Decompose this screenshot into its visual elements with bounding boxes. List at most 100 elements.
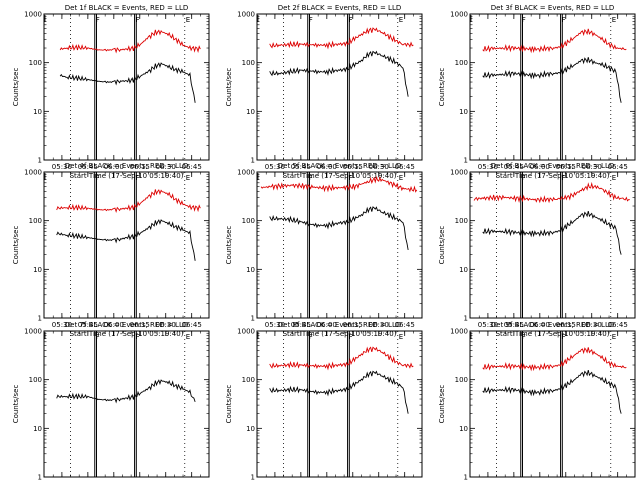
x-tick-label: 05:30 bbox=[265, 163, 285, 171]
x-tick-label: 06:30 bbox=[369, 163, 389, 171]
detector-panel: Det 6f BLACK = Events, RED = LLD 1 10 100 10… bbox=[438, 162, 636, 338]
y-tick-label: 1000 bbox=[450, 328, 468, 336]
y-tick-label: 100 bbox=[242, 376, 255, 384]
y-tick-label: 1000 bbox=[237, 11, 255, 19]
y-tick-label: 10 bbox=[246, 266, 255, 274]
plot-frame bbox=[43, 330, 210, 478]
x-axis-label: Start Time (17-Sep-10 05:19:40) bbox=[496, 172, 610, 180]
flag-marker: F bbox=[349, 16, 353, 24]
x-tick-label: 05:30 bbox=[478, 163, 498, 171]
flag-marker: E bbox=[186, 16, 190, 24]
x-tick-label: 05:45 bbox=[78, 163, 98, 171]
y-tick-label: 100 bbox=[29, 376, 42, 384]
x-tick-label: 06:15 bbox=[556, 163, 576, 171]
y-tick-label: 10 bbox=[459, 425, 468, 433]
x-tick-label: 06:00 bbox=[104, 163, 124, 171]
x-tick-label: 05:30 bbox=[265, 321, 285, 329]
flag-marker: F bbox=[136, 174, 140, 182]
panel-title: Det 9f BLACK = Events, RED = LLD bbox=[491, 321, 614, 329]
events-series-line bbox=[482, 369, 622, 414]
y-tick-label: 10 bbox=[33, 108, 42, 116]
x-tick-label: 06:15 bbox=[130, 321, 150, 329]
flag-marker: F bbox=[96, 333, 100, 341]
y-tick-label: 100 bbox=[455, 376, 468, 384]
y-axis-label: Counts/sec bbox=[225, 226, 233, 265]
x-tick-label: 05:45 bbox=[291, 321, 311, 329]
x-tick-label: 05:30 bbox=[52, 163, 72, 171]
panel-title: Det 8f BLACK = Events, RED = LLD bbox=[278, 321, 401, 329]
flag-marker: E bbox=[612, 174, 616, 182]
y-tick-label: 100 bbox=[242, 59, 255, 67]
y-tick-label: 100 bbox=[29, 59, 42, 67]
flag-marker: F bbox=[562, 16, 566, 24]
y-tick-label: 1 bbox=[464, 157, 468, 165]
x-tick-label: 06:45 bbox=[608, 321, 628, 329]
y-tick-label: 1 bbox=[38, 157, 42, 165]
detector-panel: Det 5f BLACK = Events, RED = LLD 1 10 100 10… bbox=[225, 162, 423, 338]
x-tick-label: 05:30 bbox=[52, 321, 72, 329]
events-series-line bbox=[56, 219, 196, 261]
panel-title: Det 4f BLACK = Events, RED = LLD bbox=[65, 162, 188, 170]
y-tick-label: 100 bbox=[29, 217, 42, 225]
y-tick-label: 1 bbox=[251, 474, 255, 480]
y-tick-label: 1 bbox=[38, 474, 42, 480]
events-series-line bbox=[269, 206, 409, 251]
flag-marker: F bbox=[309, 16, 313, 24]
y-tick-label: 10 bbox=[459, 266, 468, 274]
lld-series-line bbox=[482, 347, 627, 372]
y-tick-label: 10 bbox=[33, 425, 42, 433]
y-tick-label: 100 bbox=[455, 59, 468, 67]
plot-frame bbox=[256, 171, 423, 319]
x-tick-label: 06:00 bbox=[530, 163, 550, 171]
x-tick-label: 06:45 bbox=[182, 163, 202, 171]
lld-series-line bbox=[59, 29, 201, 54]
events-series-line bbox=[56, 379, 196, 404]
y-tick-label: 1 bbox=[464, 474, 468, 480]
detector-panel: Det 9f BLACK = Events, RED = LLD 1 10 100 10… bbox=[438, 321, 636, 480]
y-axis-label: Counts/sec bbox=[12, 68, 20, 107]
flag-marker: F bbox=[309, 174, 313, 182]
x-tick-label: 05:45 bbox=[504, 163, 524, 171]
lld-series-line bbox=[56, 189, 201, 214]
detector-panel: Det 4f BLACK = Events, RED = LLD 1 10 100 10… bbox=[12, 162, 210, 338]
flag-marker: F bbox=[522, 174, 526, 182]
detector-panel: Det 1f BLACK = Events, RED = LLD 1 10 100 10… bbox=[12, 4, 210, 180]
y-axis-label: Counts/sec bbox=[12, 226, 20, 265]
y-tick-label: 100 bbox=[242, 217, 255, 225]
panel-title: Det 7f BLACK = Events, RED = LLD bbox=[65, 321, 188, 329]
y-tick-label: 1 bbox=[251, 157, 255, 165]
y-axis-label: Counts/sec bbox=[12, 385, 20, 424]
panel-title: Det 6f BLACK = Events, RED = LLD bbox=[491, 162, 614, 170]
events-series-line bbox=[482, 57, 622, 103]
flag-marker: F bbox=[562, 174, 566, 182]
y-tick-label: 1000 bbox=[237, 169, 255, 177]
flag-marker: E bbox=[612, 16, 616, 24]
flag-marker: F bbox=[522, 16, 526, 24]
x-tick-label: 06:15 bbox=[343, 321, 363, 329]
x-tick-label: 06:30 bbox=[156, 163, 176, 171]
y-tick-label: 100 bbox=[455, 217, 468, 225]
panel-title: Det 2f BLACK = Events, RED = LLD bbox=[278, 4, 401, 12]
x-axis-label: Start Time (17-Sep-10 05:19:40) bbox=[70, 330, 184, 338]
x-tick-label: 06:30 bbox=[582, 321, 602, 329]
flag-marker: F bbox=[522, 333, 526, 341]
y-tick-label: 1000 bbox=[450, 169, 468, 177]
x-tick-label: 06:15 bbox=[343, 163, 363, 171]
x-tick-label: 06:45 bbox=[608, 163, 628, 171]
flag-marker: F bbox=[136, 333, 140, 341]
flag-marker: F bbox=[309, 333, 313, 341]
flag-marker: E bbox=[399, 174, 403, 182]
detector-panel: Det 3f BLACK = Events, RED = LLD 1 10 100 10… bbox=[438, 4, 636, 180]
y-axis-label: Counts/sec bbox=[438, 226, 446, 265]
x-tick-label: 06:15 bbox=[130, 163, 150, 171]
panel-title: Det 1f BLACK = Events, RED = LLD bbox=[65, 4, 188, 12]
x-tick-label: 06:00 bbox=[317, 163, 337, 171]
panel-title: Det 3f BLACK = Events, RED = LLD bbox=[491, 4, 614, 12]
lld-series-line bbox=[269, 27, 414, 50]
x-tick-label: 05:30 bbox=[478, 321, 498, 329]
y-tick-label: 1000 bbox=[450, 11, 468, 19]
lld-series-line bbox=[482, 28, 627, 54]
flag-marker: E bbox=[399, 16, 403, 24]
x-tick-label: 06:30 bbox=[369, 321, 389, 329]
